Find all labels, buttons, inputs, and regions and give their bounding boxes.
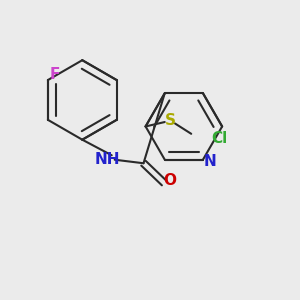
Text: NH: NH	[94, 152, 120, 167]
Text: F: F	[50, 67, 60, 82]
Text: N: N	[204, 154, 217, 169]
Text: S: S	[165, 113, 176, 128]
Text: Cl: Cl	[211, 131, 227, 146]
Text: O: O	[163, 173, 176, 188]
